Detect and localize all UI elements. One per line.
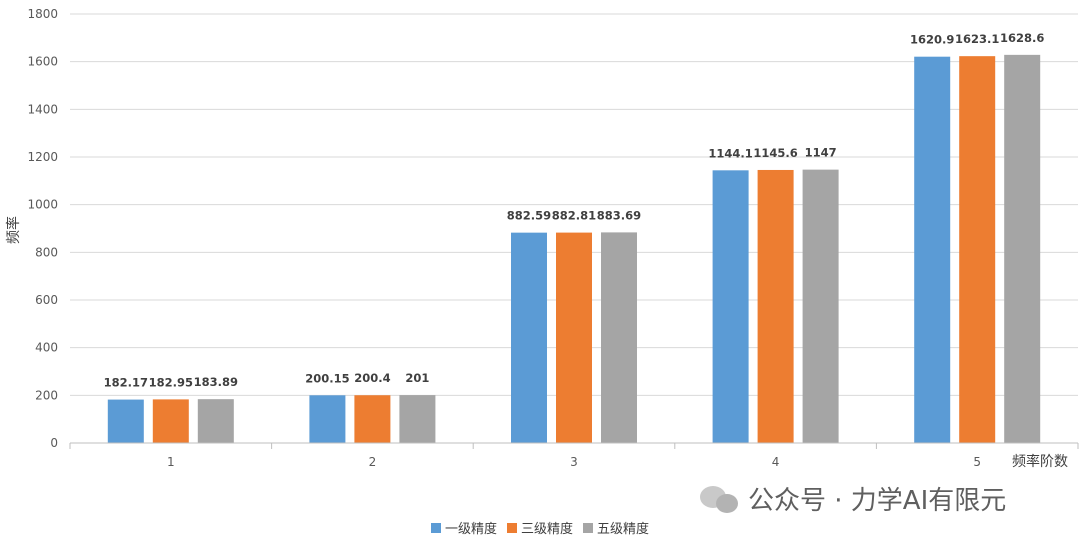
x-tick-label: 5 [973,455,981,469]
bar [1004,54,1041,443]
bar [712,170,749,444]
bar [309,395,346,443]
x-tick-label: 2 [369,455,377,469]
y-tick-label: 1800 [27,7,58,21]
legend-label: 五级精度 [597,522,650,537]
y-tick-label: 1600 [27,55,58,69]
y-axis-title: 频率 [5,216,22,244]
y-tick-label: 800 [35,245,58,259]
data-label: 1620.9 [910,33,954,47]
data-label: 1144.1 [708,146,752,160]
bar [802,169,839,444]
bars [107,54,1041,444]
data-label: 183.89 [194,375,238,389]
data-label: 1628.6 [1000,31,1044,45]
data-label: 883.69 [597,208,641,222]
legend-item: 三级精度 [506,518,573,537]
y-tick-label: 1400 [27,102,58,116]
bar [757,169,794,443]
legend-item: 一级精度 [430,518,497,537]
y-tick-label: 400 [35,341,58,355]
data-label: 1623.1 [955,32,999,46]
watermark-text: 公众号 · 力学AI有限元 [748,486,1007,516]
x-tick-label: 4 [772,455,780,469]
data-label: 201 [405,371,429,385]
wechat-icon [700,483,740,515]
x-axis-title: 频率阶数 [1012,453,1068,470]
data-label: 182.95 [149,375,193,389]
legend: 一级精度 三级精度 五级精度 [0,518,1080,537]
data-label: 1147 [805,146,837,160]
legend-label: 三级精度 [520,522,573,537]
bar [959,56,996,444]
x-tick-label: 3 [570,455,578,469]
bar [511,232,547,443]
y-tick-label: 600 [35,293,58,307]
y-tick-label: 0 [50,436,58,450]
data-label: 200.4 [354,371,390,385]
legend-label: 一级精度 [444,522,497,537]
data-label: 200.15 [305,371,349,385]
gridlines [70,13,1078,396]
bar [556,232,592,443]
y-tick-label: 1000 [27,198,58,212]
bar [399,395,436,443]
x-axis-ticks: 1 2 3 4 5 [69,443,1079,469]
data-label: 1145.6 [753,146,797,160]
bar [107,399,144,443]
y-tick-label: 1200 [27,150,58,164]
bar [152,399,189,443]
y-tick-label: 200 [35,388,58,402]
data-label: 182.17 [104,376,148,390]
legend-swatch [430,522,441,533]
bar [197,399,234,443]
legend-item: 五级精度 [583,518,649,537]
legend-swatch [506,522,517,533]
watermark: 公众号 · 力学AI有限元 [700,480,1006,517]
bar [914,56,951,444]
data-label: 882.81 [552,209,596,223]
data-label: 882.59 [507,209,551,223]
x-tick-label: 1 [167,455,175,469]
y-axis-ticks: 0 200 400 600 800 1000 1200 1400 1600 1800 [27,7,58,450]
bar [601,232,637,443]
bar [354,395,391,443]
legend-swatch [583,522,593,533]
